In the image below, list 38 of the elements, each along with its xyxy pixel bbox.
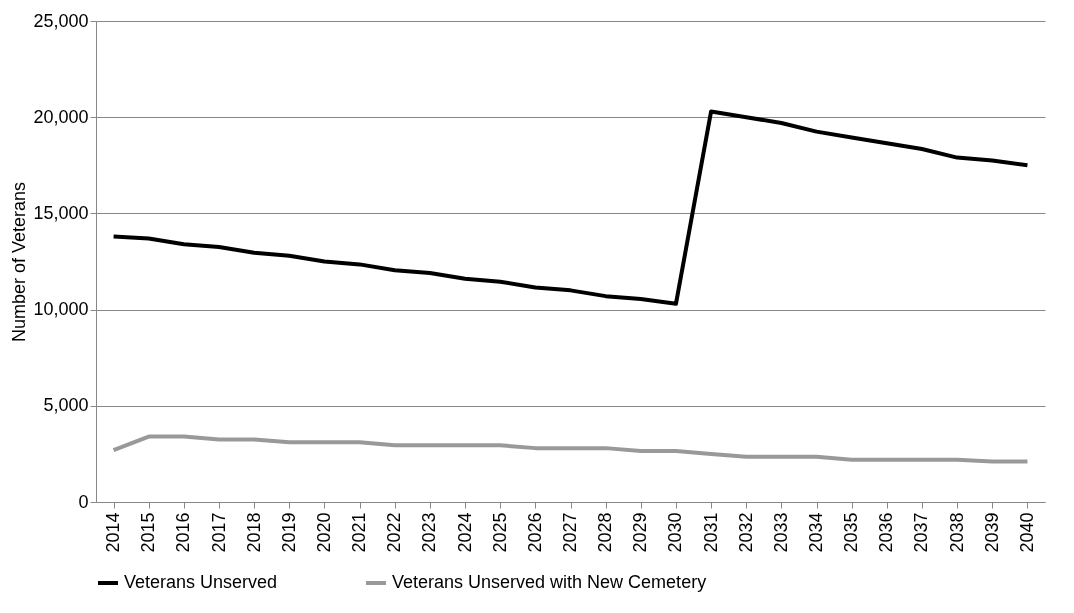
line-series <box>111 109 1030 306</box>
x-tick-label: 2031 <box>700 512 721 553</box>
x-tick-label: 2035 <box>841 512 862 553</box>
x-tick-label: 2023 <box>419 512 440 553</box>
x-tick-label: 2025 <box>489 512 510 553</box>
x-tick-label: 2020 <box>313 512 334 553</box>
x-tick-label: 2028 <box>595 512 616 553</box>
x-tick-label: 2022 <box>384 512 405 553</box>
x-tick-label: 2026 <box>524 512 545 553</box>
x-tick-label: 2039 <box>981 512 1002 553</box>
y-tick-label: 10,000 <box>33 299 89 320</box>
y-tick-label: 20,000 <box>33 106 89 127</box>
x-tick-label: 2024 <box>454 512 475 553</box>
legend-label: Veterans Unserved <box>124 572 278 592</box>
x-tick-label: 2033 <box>770 512 791 553</box>
y-tick-label: 15,000 <box>33 202 89 223</box>
y-tick-label: 5,000 <box>43 395 89 416</box>
x-tick-label: 2029 <box>630 512 651 553</box>
x-tick-label: 2027 <box>560 512 580 553</box>
x-tick-label: 2032 <box>735 512 756 553</box>
y-axis-title: Number of Veterans <box>9 181 30 343</box>
line-series <box>111 434 1030 464</box>
y-tick-label: 25,000 <box>33 10 89 31</box>
x-tick-label: 2019 <box>278 512 299 553</box>
x-tick-label: 2021 <box>349 512 370 553</box>
x-tick-label: 2034 <box>806 512 827 553</box>
x-tick-label: 2030 <box>665 512 686 553</box>
x-tick-label: 2018 <box>243 512 264 553</box>
x-tick-label: 2037 <box>911 512 932 553</box>
x-tick-label: 2040 <box>1016 512 1037 553</box>
x-tick-label: 2036 <box>876 512 897 553</box>
x-tick-label: 2016 <box>173 512 194 553</box>
y-tick-label: 0 <box>78 491 89 512</box>
x-tick-label: 2038 <box>946 512 967 553</box>
legend-label: Veterans Unserved with New Cemetery <box>392 572 707 592</box>
x-tick-label: 2017 <box>208 512 229 553</box>
x-tick-label: 2014 <box>103 512 124 553</box>
x-tick-label: 2015 <box>138 512 159 553</box>
